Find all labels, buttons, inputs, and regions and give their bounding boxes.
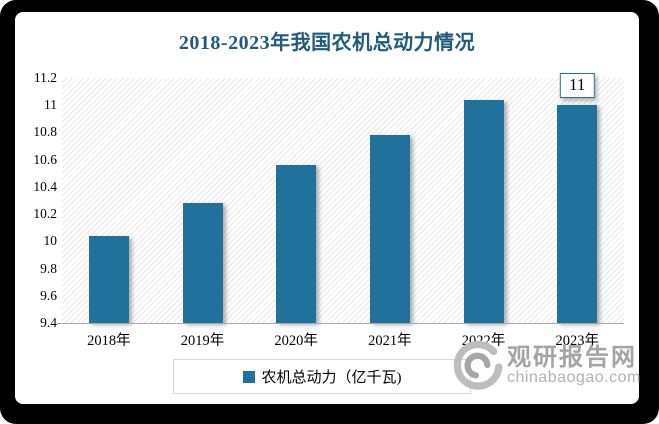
- y-tick-label: 9.4: [40, 315, 57, 330]
- legend-square-icon: [242, 370, 255, 383]
- y-tick-label: 9.8: [40, 260, 57, 276]
- data-label-2023年: 11: [560, 73, 595, 99]
- x-label-2023年: 2023年: [555, 333, 599, 349]
- watermark-text: 观研报告网 chinabaogao.com: [507, 345, 641, 387]
- bar-cell-2023年: 11: [530, 73, 624, 323]
- legend: 农机总动力（亿千瓦): [173, 359, 471, 394]
- y-tick-label: 10.6: [33, 151, 57, 167]
- plot-area: 11: [62, 73, 624, 323]
- x-axis-line: [57, 323, 624, 324]
- y-tick-label: 10.8: [33, 124, 57, 140]
- y-tick-label: 10.2: [33, 206, 57, 222]
- swirl-icon: [453, 340, 503, 390]
- x-label-2018年: 2018年: [87, 333, 131, 349]
- y-axis: 11.2 11 10.8 10.6 10.4 10.2 10 9.8 9.6 9.4: [15, 70, 58, 330]
- bar-cell-2018年: [62, 78, 156, 323]
- bar-2020年: [276, 165, 317, 323]
- watermark-brand: 观研报告网: [507, 344, 637, 371]
- x-label-2020年: 2020年: [274, 333, 318, 349]
- chart-canvas: 2018-2023年我国农机总动力情况 11.2 11 10.8 10.6 10.4 10…: [15, 12, 641, 404]
- bar-2019年: [182, 203, 223, 323]
- y-tick-label: 11.2: [33, 70, 57, 85]
- y-tick-label: 9.6: [40, 287, 57, 303]
- chart-title: 2018-2023年我国农机总动力情况: [178, 32, 476, 54]
- legend-label: 农机总动力（亿千瓦): [261, 370, 402, 386]
- watermark: 观研报告网 chinabaogao.com: [452, 340, 641, 392]
- y-tick-label: 10: [43, 233, 58, 249]
- x-label-2019年: 2019年: [180, 333, 225, 349]
- bar-cell-2020年: [249, 78, 343, 323]
- bar-2023年: [557, 105, 598, 323]
- bar-2021年: [369, 135, 410, 323]
- bar-2018年: [88, 235, 129, 323]
- y-tick-label: 11: [44, 97, 57, 113]
- bar-2022年: [463, 99, 504, 323]
- bar-cell-2021年: [343, 78, 437, 323]
- x-axis: 2018年 2019年 2020年 2021年 2022年 2023年: [62, 329, 624, 350]
- watermark-domain: chinabaogao.com: [507, 369, 641, 387]
- x-label-2021年: 2021年: [368, 333, 412, 349]
- y-tick-label: 10.4: [33, 178, 57, 194]
- bar-cell-2019年: [156, 78, 250, 323]
- bar-cell-2022年: [437, 78, 531, 323]
